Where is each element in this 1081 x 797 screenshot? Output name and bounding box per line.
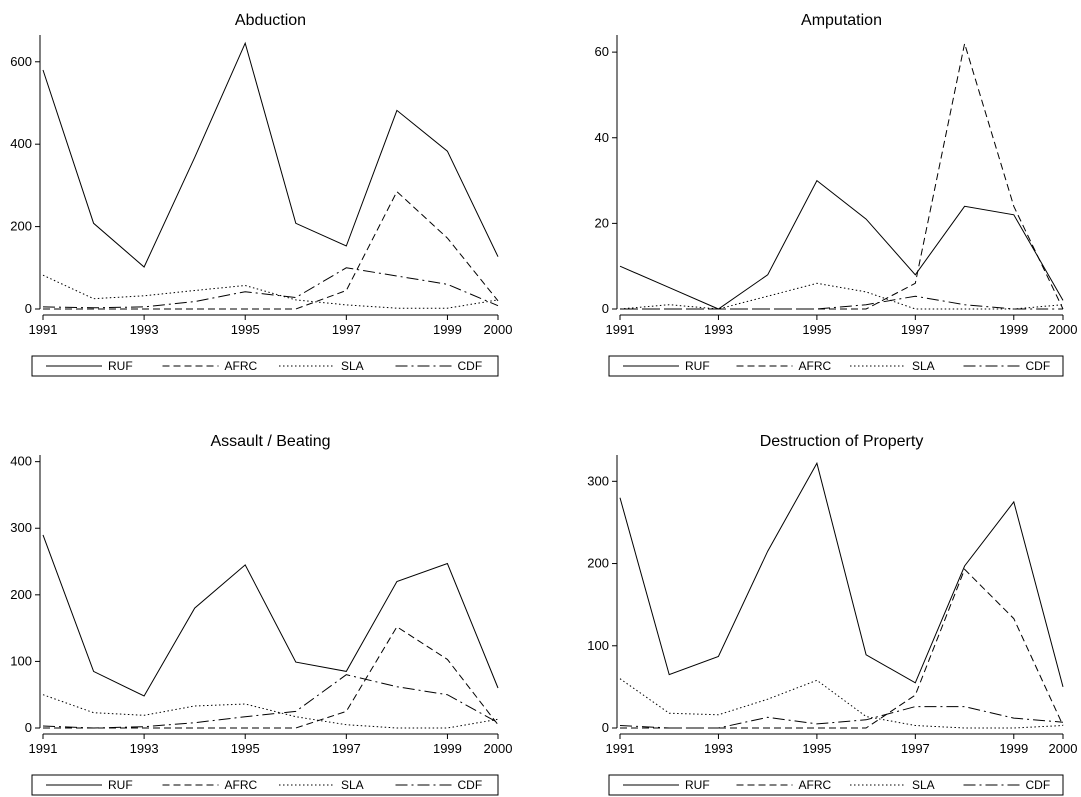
series-line-ruf: [42, 41, 499, 268]
x-tick-label: 1999: [433, 741, 462, 756]
panel-1: Abduction 0 200 400 600 1991 1993 1995 1997 1999 2…: [10, 12, 513, 377]
y-tick-label: 300: [10, 520, 32, 535]
y-tick-label: 200: [587, 556, 609, 571]
legend-label: RUF: [108, 778, 133, 792]
series-line-afrc: [620, 568, 1064, 729]
series-line-ruf: [619, 461, 1064, 688]
y-tick-label: 60: [595, 44, 609, 59]
x-tick-label: 1991: [606, 322, 635, 337]
x-tick-label: 2000: [1049, 741, 1078, 756]
panel-title: Destruction of Property: [760, 433, 924, 450]
legend-label: RUF: [108, 359, 133, 373]
y-tick-label: 300: [587, 473, 609, 488]
series-line-afrc: [620, 43, 1064, 310]
legend-label: SLA: [912, 359, 935, 373]
panel-title: Amputation: [801, 12, 882, 29]
legend-box: [608, 355, 1064, 377]
series-line-afrc: [43, 626, 499, 729]
series-line-sla: [42, 274, 499, 309]
series-line-cdf: [620, 295, 1063, 310]
y-tick-label: 0: [602, 301, 609, 316]
series-line-cdf: [42, 267, 499, 309]
x-tick-label: 1999: [433, 322, 462, 337]
legend: RUF AFRC SLA CDF: [31, 355, 499, 377]
legend: RUF AFRC SLA CDF: [608, 355, 1064, 377]
y-tick-label: 400: [10, 136, 32, 151]
x-tick-label: 1997: [901, 741, 930, 756]
x-tick-label: 1999: [999, 322, 1028, 337]
x-tick-label: 1991: [606, 741, 635, 756]
x-tick-label: 1993: [704, 741, 733, 756]
y-tick-label: 20: [595, 215, 609, 230]
x-tick-label: 2000: [1049, 322, 1078, 337]
x-tick-label: 1997: [332, 741, 361, 756]
legend: RUF AFRC SLA CDF: [31, 774, 499, 796]
panel-2: Amputation 0 20 40 60 1991 1993 1995 1997 1999 200…: [595, 12, 1078, 377]
x-tick-label: 1993: [704, 322, 733, 337]
y-tick-label: 400: [10, 454, 32, 469]
series-line-sla: [619, 282, 1064, 310]
series-line-sla: [619, 678, 1064, 729]
series-line-cdf: [42, 674, 499, 729]
legend-label: RUF: [685, 359, 710, 373]
y-tick-label: 40: [595, 130, 609, 145]
legend-label: CDF: [458, 778, 483, 792]
x-tick-label: 1995: [231, 322, 260, 337]
legend-label: CDF: [1026, 359, 1051, 373]
legend-label: AFRC: [799, 778, 832, 792]
x-tick-label: 1995: [802, 741, 831, 756]
panel-3: Assault / Beating 0 100 200 300 400 1991 1993 19…: [10, 433, 513, 796]
y-tick-label: 600: [10, 54, 32, 69]
legend-label: SLA: [341, 359, 364, 373]
series-line-ruf: [619, 179, 1064, 310]
y-tick-label: 0: [25, 301, 32, 316]
x-tick-label: 1991: [29, 322, 58, 337]
x-tick-label: 2000: [484, 741, 513, 756]
y-tick-label: 100: [587, 638, 609, 653]
x-tick-label: 1993: [130, 741, 159, 756]
legend-label: AFRC: [225, 359, 258, 373]
y-tick-label: 100: [10, 653, 32, 668]
legend-label: AFRC: [225, 778, 258, 792]
y-tick-label: 200: [10, 219, 32, 234]
y-tick-label: 0: [602, 720, 609, 735]
x-tick-label: 1999: [999, 741, 1028, 756]
x-tick-label: 1993: [130, 322, 159, 337]
x-tick-label: 1995: [802, 322, 831, 337]
legend-label: AFRC: [799, 359, 832, 373]
panel-title: Assault / Beating: [210, 433, 330, 450]
x-tick-label: 1991: [29, 741, 58, 756]
y-tick-label: 200: [10, 587, 32, 602]
legend-label: SLA: [341, 778, 364, 792]
legend-label: RUF: [685, 778, 710, 792]
legend-label: SLA: [912, 778, 935, 792]
series-line-ruf: [42, 534, 499, 697]
x-tick-label: 1997: [901, 322, 930, 337]
x-tick-label: 1995: [231, 741, 260, 756]
panel-title: Abduction: [235, 12, 306, 29]
series-line-sla: [42, 694, 499, 729]
legend-box: [31, 355, 499, 377]
legend: RUF AFRC SLA CDF: [608, 774, 1064, 796]
legend-box: [608, 774, 1064, 796]
panel-4: Destruction of Property 0 100 200 300 1991 199…: [587, 433, 1078, 796]
x-tick-label: 1997: [332, 322, 361, 337]
legend-label: CDF: [458, 359, 483, 373]
y-tick-label: 0: [25, 720, 32, 735]
legend-box: [31, 774, 499, 796]
legend-label: CDF: [1026, 778, 1051, 792]
series-line-cdf: [619, 706, 1064, 729]
x-tick-label: 2000: [484, 322, 513, 337]
series-line-afrc: [43, 190, 499, 310]
